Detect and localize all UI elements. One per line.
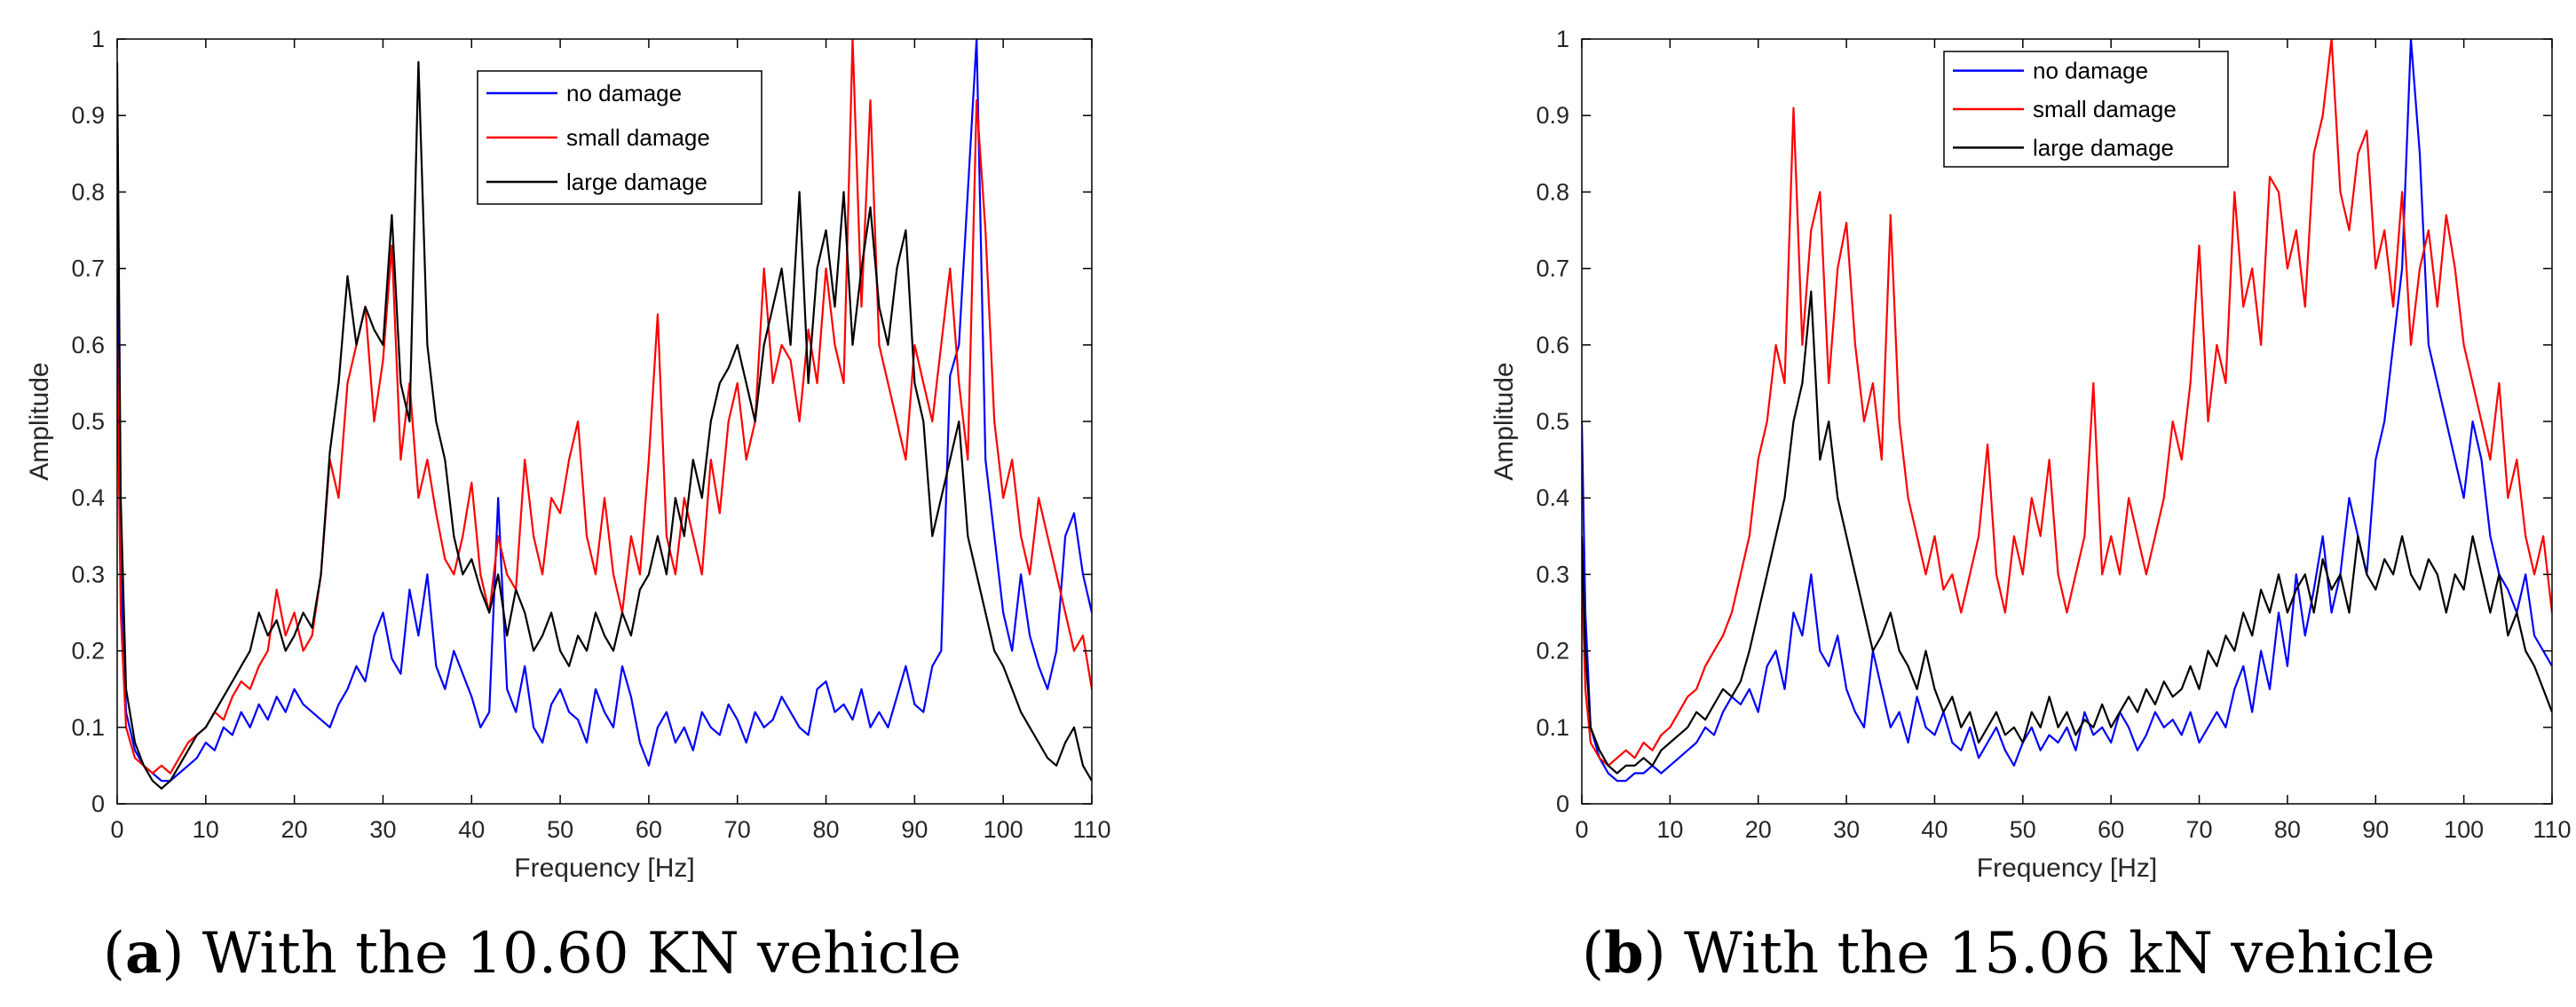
caption-a-label: a [124,920,162,987]
caption-a-text: ) With the 10.60 KN vehicle [162,921,961,987]
y-tick-label: 0.2 [1536,638,1569,665]
caption-b-text: ) With the 15.06 kN vehicle [1643,921,2436,987]
series-line-no-damage [117,39,1092,783]
y-tick-label: 0.2 [71,638,105,665]
y-tick-label: 0.8 [1536,178,1569,205]
x-tick-label: 110 [1072,816,1110,843]
x-axis-label: Frequency [Hz] [1977,854,2157,883]
x-tick-label: 10 [1656,816,1683,843]
y-tick-label: 0.4 [71,484,105,511]
legend-entry: small damage [2033,96,2177,122]
x-tick-label: 20 [281,816,308,843]
x-tick-label: 90 [901,816,928,843]
y-tick-label: 0.1 [71,714,105,741]
y-tick-label: 0.7 [1536,256,1569,282]
x-tick-label: 50 [547,816,573,843]
x-tick-label: 70 [2186,816,2213,843]
series-line-large-damage [117,60,1092,790]
legend: no damage small damage large damage [477,70,763,205]
x-tick-label: 10 [193,816,219,843]
x-tick-label: 110 [2533,816,2571,843]
x-tick-label: 40 [1921,816,1948,843]
y-tick-label: 0.9 [71,102,105,129]
series-line-no-damage [1582,39,2552,783]
x-tick-label: 80 [2274,816,2301,843]
x-tick-label: 100 [984,816,1023,843]
x-tick-label: 0 [1575,816,1588,843]
y-tick-label: 1 [91,26,105,52]
x-tick-label: 20 [1745,816,1772,843]
y-axis-label: Amplitude [25,362,54,480]
y-tick-label: 0.5 [1536,408,1569,435]
legend-entry: large damage [2033,134,2174,161]
x-tick-label: 50 [2010,816,2036,843]
legend-entry: small damage [566,124,710,151]
x-axis-label: Frequency [Hz] [514,854,694,883]
x-tick-label: 40 [458,816,485,843]
x-tick-label: 0 [110,816,123,843]
y-tick-label: 0 [91,791,105,817]
y-tick-label: 0 [1556,791,1569,817]
x-tick-label: 80 [813,816,840,843]
series-line-large-damage [1582,290,2552,775]
y-tick-label: 0.5 [71,408,105,435]
legend-entry: no damage [2033,58,2148,84]
chart-panel-b: 0 10 20 30 40 50 60 70 80 90 100 110 0 0.1 0.2 0.3 0.4 0.… [1489,26,2572,883]
plot-area [1582,39,2552,783]
plot-area [117,39,1092,790]
y-tick-label: 1 [1556,26,1569,52]
caption-a: (a) With the 10.60 KN vehicle [103,920,961,987]
x-tick-label: 70 [724,816,751,843]
y-axis-label: Amplitude [1489,362,1519,480]
x-tick-label: 30 [369,816,396,843]
caption-b-label: b [1603,920,1644,987]
series-line-small-damage [117,39,1092,775]
y-tick-label: 0.8 [71,178,105,205]
y-tick-label: 0.4 [1536,484,1569,511]
y-tick-label: 0.1 [1536,714,1569,741]
legend-entry: no damage [566,80,682,106]
y-tick-label: 0.9 [1536,102,1569,129]
chart-panel-a: 0 10 20 30 40 50 60 70 80 90 100 110 0 0.1 0.2 0.3 0.4 0.… [25,26,1111,883]
series-line-small-damage [1582,39,2552,767]
caption-b: (b) With the 15.06 kN vehicle [1582,920,2436,987]
x-tick-label: 30 [1833,816,1860,843]
y-tick-label: 0.3 [1536,561,1569,587]
y-tick-label: 0.7 [71,256,105,282]
legend: no damage small damage large damage [1943,51,2229,168]
y-tick-label: 0.6 [71,332,105,358]
y-tick-label: 0.6 [1536,332,1569,358]
x-tick-label: 60 [636,816,662,843]
x-tick-label: 100 [2444,816,2484,843]
y-tick-label: 0.3 [71,561,105,587]
x-tick-label: 90 [2362,816,2389,843]
legend-entry: large damage [566,169,707,195]
x-tick-label: 60 [2098,816,2124,843]
